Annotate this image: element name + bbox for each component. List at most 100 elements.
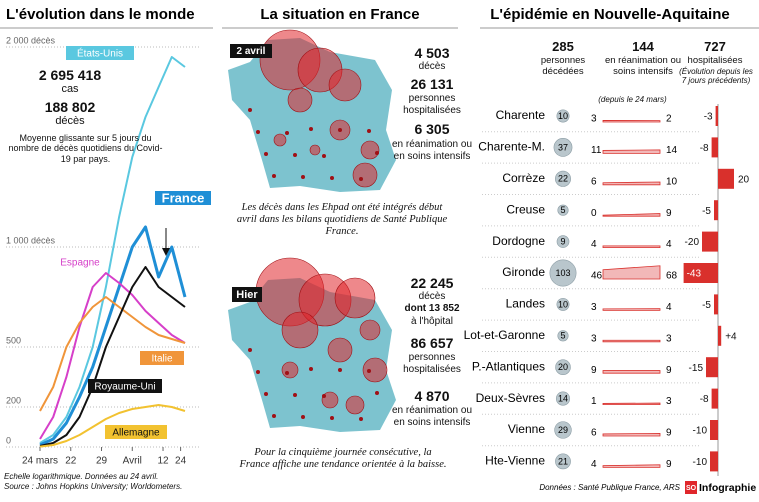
stat: dont 13 852	[404, 303, 460, 314]
hosp-bar	[710, 451, 718, 472]
map-dot	[375, 391, 379, 395]
rea-trend	[602, 265, 661, 280]
rea-trend	[602, 432, 661, 437]
dept-name: Corrèze	[502, 171, 545, 185]
map-bubble	[359, 319, 381, 341]
series-line	[39, 272, 186, 440]
map-bubble	[287, 87, 313, 113]
hosp-value: -8	[700, 143, 709, 154]
map-dot	[272, 174, 276, 178]
legend-box	[105, 425, 167, 439]
date-badge	[232, 287, 262, 302]
rea-end: 2	[666, 114, 672, 125]
hosp-value: -10	[693, 426, 708, 437]
hosp-value: -10	[693, 457, 708, 468]
map-bubble	[360, 140, 380, 160]
hosp-value: +4	[725, 331, 737, 342]
annotation: Moyenne glissante sur 5 jours du nombre …	[8, 133, 163, 164]
series-line	[39, 56, 186, 444]
map-bubble	[281, 311, 319, 349]
death-value: 29	[558, 425, 568, 435]
panel-title: La situation en France	[260, 6, 419, 23]
stat: 6 305	[414, 121, 450, 137]
dept-name: Landes	[506, 297, 545, 311]
note: Les décès dans les Ehpad ont été intégré…	[236, 202, 448, 238]
hosp-bar	[711, 388, 718, 409]
hosp-value: 20	[738, 174, 750, 185]
dept-name: Dordogne	[492, 234, 545, 248]
stat: 4 503	[414, 45, 450, 61]
rea-end: 3	[666, 333, 672, 344]
rea-trend	[602, 464, 661, 468]
stat: 26 131	[410, 76, 454, 92]
map-dot	[301, 415, 305, 419]
series-line	[39, 404, 186, 448]
map-dot	[256, 130, 260, 134]
rea-trend	[602, 149, 661, 154]
dept-name: Deux-Sèvres	[476, 391, 545, 405]
map-dot	[248, 108, 252, 112]
death-bubble	[557, 330, 569, 342]
x-tick-label: 22	[65, 456, 77, 467]
death-bubble	[554, 421, 572, 439]
rea-start: 11	[591, 145, 602, 156]
rea-trend	[602, 120, 661, 123]
header: hospitalisées	[687, 55, 743, 66]
dept-name: Hte-Vienne	[485, 454, 545, 468]
map-bubble	[327, 337, 353, 363]
rea-trend	[602, 370, 661, 374]
x-tick-label: 29	[96, 456, 108, 467]
rea-trend	[602, 213, 661, 217]
map-dot	[322, 154, 326, 158]
header: en réanimation ou soins intensifs	[604, 55, 682, 77]
header: (Évolution depuis les 7 jours précédents…	[679, 67, 753, 86]
map-dot	[293, 393, 297, 397]
x-tick-label: 24 mars	[22, 456, 58, 467]
death-value: 103	[555, 268, 570, 278]
x-tick-label: Avril	[123, 456, 142, 467]
y-tick-label: 200	[6, 395, 21, 405]
stat: décès	[418, 61, 446, 72]
map-bubble	[281, 361, 299, 379]
map-dot	[264, 392, 268, 396]
rea-end: 9	[666, 365, 672, 376]
map-dot	[338, 128, 342, 132]
map-dot	[309, 127, 313, 131]
legend-label: Espagne	[60, 258, 100, 269]
y-tick-label: 0	[6, 435, 11, 445]
map-bubble	[273, 133, 287, 147]
death-value: 37	[558, 142, 568, 152]
rea-end: 4	[666, 239, 672, 250]
france-arrowhead	[162, 248, 170, 256]
death-bubble	[555, 359, 571, 375]
rea-start: 1	[591, 396, 597, 407]
stat: en réanimation ou en soins intensifs	[391, 139, 473, 162]
note: Echelle logarithmique. Données au 24 avr…	[4, 472, 159, 481]
hosp-bar	[718, 168, 734, 189]
rea-trend	[602, 339, 661, 343]
legend-label: États-Unis	[77, 47, 123, 60]
hosp-bar	[683, 263, 718, 283]
death-value: 20	[558, 362, 568, 372]
map-dot	[359, 417, 363, 421]
stat: à l'hôpital	[411, 316, 453, 327]
hosp-value: -3	[704, 112, 713, 123]
panel-title: L'épidémie en Nouvelle-Aquitaine	[490, 6, 729, 23]
map-bubble	[352, 162, 378, 188]
rea-trend	[602, 181, 661, 186]
stat: décès	[418, 291, 446, 302]
rea-end: 9	[666, 208, 672, 219]
header: 727	[704, 39, 726, 54]
map-bubble	[334, 277, 376, 319]
hosp-bar	[714, 200, 718, 221]
rea-trend	[602, 402, 661, 405]
death-value: 9	[560, 236, 565, 246]
death-value: 22	[558, 174, 568, 184]
rea-end: 68	[666, 271, 678, 282]
hosp-value: -8	[700, 394, 709, 405]
rea-end: 10	[666, 176, 678, 187]
chart-title: L'évolution dans le monde	[6, 6, 195, 23]
death-value: 10	[558, 299, 568, 309]
rea-start: 3	[591, 333, 597, 344]
